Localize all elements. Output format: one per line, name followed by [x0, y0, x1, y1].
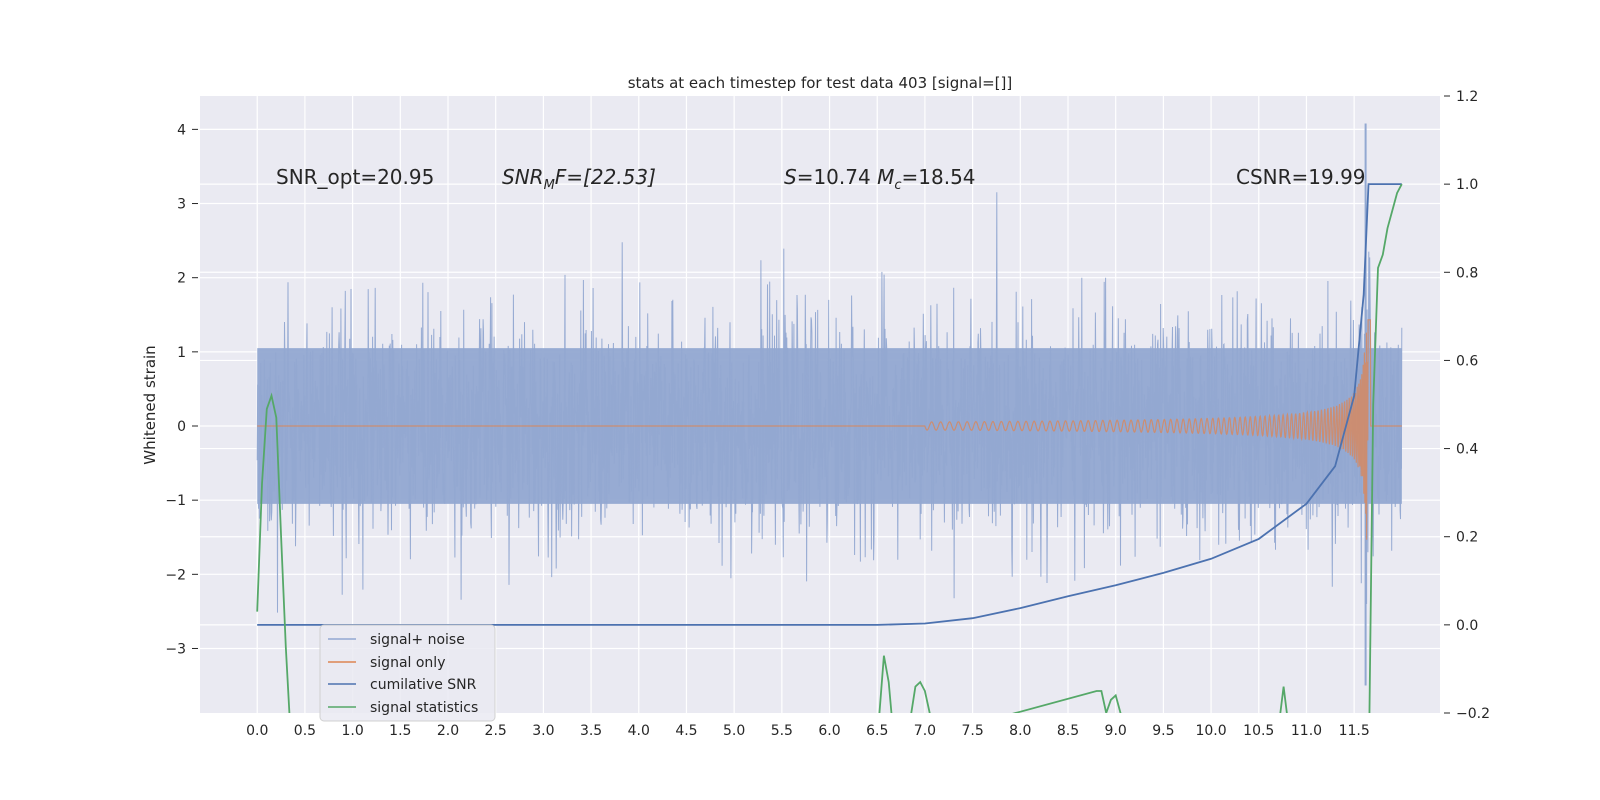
x-tick-label: 5.0 [723, 723, 745, 739]
legend: signal+ noise signal only cumilative SNR… [319, 624, 496, 722]
x-tick-label: 8.0 [1009, 723, 1031, 739]
legend-label-signal-statistics: signal statistics [370, 700, 478, 716]
cumulative-snr-series [257, 183, 1402, 626]
y2-tick-label: 0.2 [1456, 530, 1478, 546]
y2-tick-label: 1.2 [1456, 89, 1478, 105]
x-tick-label: 10.5 [1243, 723, 1274, 739]
x-tick-label: 4.0 [628, 723, 650, 739]
x-tick-label: 9.5 [1152, 723, 1174, 739]
x-tick-label: 2.5 [485, 723, 507, 739]
x-tick-label: 11.5 [1339, 723, 1370, 739]
signal-statistics-series [256, 183, 1403, 713]
y2-tick-label: 0.8 [1456, 265, 1478, 281]
legend-label-cumulative-snr: cumilative SNR [370, 677, 477, 693]
y2-tick-label: −0.2 [1456, 706, 1490, 722]
annotation-snr-opt: SNR_opt=20.95 [276, 165, 434, 189]
x-tick-label: 8.5 [1057, 723, 1079, 739]
annotation-s-rest: =10.74 [797, 165, 877, 189]
x-tick-label: 0.5 [294, 723, 316, 739]
y2-tick-label: 0.6 [1456, 353, 1478, 369]
x-tick-label: 1.0 [341, 723, 363, 739]
y-tick-label: 4 [177, 122, 186, 138]
annotation-snr-mf-rest: F=[22.53] [555, 165, 656, 189]
x-tick-label: 10.0 [1195, 723, 1226, 739]
y-tick-label: 1 [177, 345, 186, 361]
annotation-mc-main: M [877, 165, 894, 189]
y-tick-label: 0 [177, 419, 186, 435]
x-tick-label: 6.0 [818, 723, 840, 739]
y-tick-label: −1 [165, 493, 186, 509]
x-tick-label: 3.5 [580, 723, 602, 739]
signal-noise-line [256, 192, 1403, 613]
x-tick-label: 7.0 [914, 723, 936, 739]
y-tick-label: −3 [165, 641, 186, 657]
annotation-mc-sub: c [894, 178, 901, 193]
y-tick-label: −2 [165, 567, 186, 583]
annotation-snr-mf-main: SNR [502, 165, 544, 189]
legend-box [319, 624, 496, 722]
y-tick-label: 2 [177, 271, 186, 287]
legend-label-signal-noise: signal+ noise [370, 632, 465, 648]
x-tick-label: 0.0 [246, 723, 268, 739]
x-tick-label: 5.5 [771, 723, 793, 739]
cumulative-snr-line [257, 183, 1402, 626]
annotation-s-mc: S=10.74 Mc=18.54 [784, 165, 976, 193]
axes: 0.0 0.5 1.0 1.5 2.0 2.5 3.0 3.5 4.0 4.5 5.0 5.5 6.0 6… [165, 89, 1490, 739]
annotation-csnr: CSNR=19.99 [1236, 165, 1366, 189]
annotation-snr-mf-sub: M [544, 178, 555, 193]
legend-label-signal-only: signal only [370, 655, 445, 671]
chart-title: stats at each timestep for test data 403… [628, 74, 1013, 92]
signal-only-line [257, 319, 1402, 540]
x-tick-label: 7.5 [961, 723, 983, 739]
y-axis-label: Whitened strain [141, 345, 159, 464]
x-tick-label: 11.0 [1291, 723, 1322, 739]
annotation-s-main: S [784, 165, 797, 189]
y-tick-label: 3 [177, 197, 186, 213]
x-tick-label: 3.0 [532, 723, 554, 739]
x-tick-label: 6.5 [866, 723, 888, 739]
signal-only-series [257, 319, 1402, 540]
y2-tick-label: 0.4 [1456, 442, 1478, 458]
signal-statistics-line [256, 183, 1403, 713]
y2-tick-label: 1.0 [1456, 177, 1478, 193]
x-tick-label: 9.0 [1105, 723, 1127, 739]
y2-tick-label: 0.0 [1456, 618, 1478, 634]
annotation-mc-rest: =18.54 [902, 165, 976, 189]
x-tick-label: 2.0 [437, 723, 459, 739]
x-tick-label: 1.5 [389, 723, 411, 739]
annotation-snr-mf: SNRMF=[22.53] [502, 165, 656, 193]
x-tick-label: 4.5 [675, 723, 697, 739]
